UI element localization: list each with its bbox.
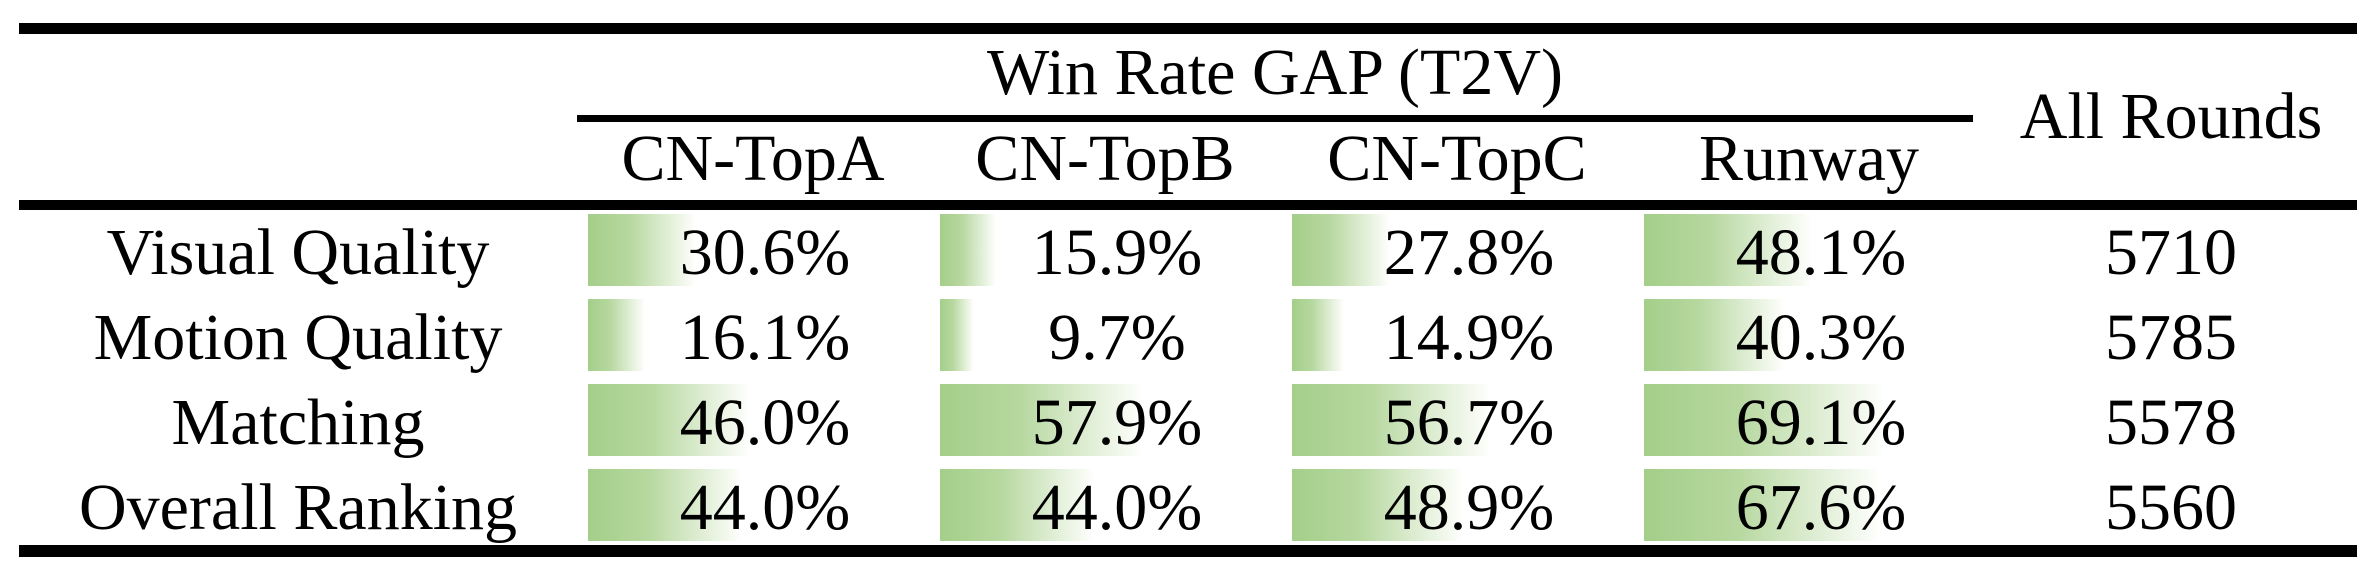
data-bar	[1644, 469, 1878, 541]
row-label-visual-quality: Visual Quality	[106, 216, 490, 289]
data-bar	[1292, 299, 1344, 371]
cell-value: 57.9%	[1031, 386, 1203, 459]
row-label-matching: Matching	[171, 386, 425, 459]
table-cell: 48.9%	[1281, 465, 1633, 550]
title-underline-rule	[577, 115, 1973, 122]
all-rounds-value: 5710	[2105, 216, 2237, 289]
column-header-runway: Runway	[1699, 122, 1919, 195]
cell-value: 14.9%	[1383, 301, 1555, 374]
column-header-all-rounds: All Rounds	[2019, 80, 2323, 153]
table-cell: 27.8%	[1281, 210, 1633, 295]
cell-value: 67.6%	[1735, 471, 1907, 544]
table-cell: 44.0%	[929, 465, 1281, 550]
bottom-rule	[19, 545, 2357, 557]
cell-value: 30.6%	[679, 216, 851, 289]
column-header-cn-topa: CN-TopA	[621, 122, 885, 195]
column-header-cn-topb: CN-TopB	[975, 122, 1235, 195]
table-cell: 16.1%	[577, 295, 929, 380]
cell-value: 44.0%	[679, 471, 851, 544]
data-bar	[588, 469, 740, 541]
table-cell: 44.0%	[577, 465, 929, 550]
cell-value: 48.9%	[1383, 471, 1555, 544]
data-bar	[588, 384, 747, 456]
header-bottom-rule	[19, 200, 2357, 210]
cell-value: 27.8%	[1383, 216, 1555, 289]
table-cell: 56.7%	[1281, 380, 1633, 465]
data-bar	[1292, 384, 1488, 456]
table-cell: 57.9%	[929, 380, 1281, 465]
cell-value: 46.0%	[679, 386, 851, 459]
row-label-overall-ranking: Overall Ranking	[78, 471, 518, 544]
data-bar	[940, 214, 995, 286]
data-bar	[1292, 469, 1461, 541]
top-rule	[19, 23, 2357, 34]
table-cell: 48.1%	[1633, 210, 1985, 295]
data-bar	[940, 469, 1092, 541]
column-header-cn-topc: CN-TopC	[1327, 122, 1587, 195]
all-rounds-value: 5560	[2105, 471, 2237, 544]
table-cell: 30.6%	[577, 210, 929, 295]
data-bar	[1644, 384, 1883, 456]
data-bar	[940, 384, 1140, 456]
data-bar	[940, 299, 974, 371]
data-bar	[1644, 299, 1784, 371]
table-cell: 69.1%	[1633, 380, 1985, 465]
data-bar	[1292, 214, 1388, 286]
table-cell: 14.9%	[1281, 295, 1633, 380]
data-bar	[588, 214, 694, 286]
data-bar	[588, 299, 644, 371]
cell-value: 16.1%	[679, 301, 851, 374]
all-rounds-value: 5578	[2105, 386, 2237, 459]
table-cell: 40.3%	[1633, 295, 1985, 380]
data-bar	[1644, 214, 1810, 286]
cell-value: 44.0%	[1031, 471, 1203, 544]
all-rounds-value: 5785	[2105, 301, 2237, 374]
cell-value: 48.1%	[1735, 216, 1907, 289]
table-cell: 15.9%	[929, 210, 1281, 295]
cell-value: 15.9%	[1031, 216, 1203, 289]
table-cell: 9.7%	[929, 295, 1281, 380]
table-title: Win Rate GAP (T2V)	[987, 36, 1563, 109]
table-cell: 46.0%	[577, 380, 929, 465]
cell-value: 69.1%	[1735, 386, 1907, 459]
table-cell: 67.6%	[1633, 465, 1985, 550]
cell-value: 40.3%	[1735, 301, 1907, 374]
cell-value: 56.7%	[1383, 386, 1555, 459]
cell-value: 9.7%	[1048, 301, 1186, 374]
row-label-motion-quality: Motion Quality	[93, 301, 503, 374]
